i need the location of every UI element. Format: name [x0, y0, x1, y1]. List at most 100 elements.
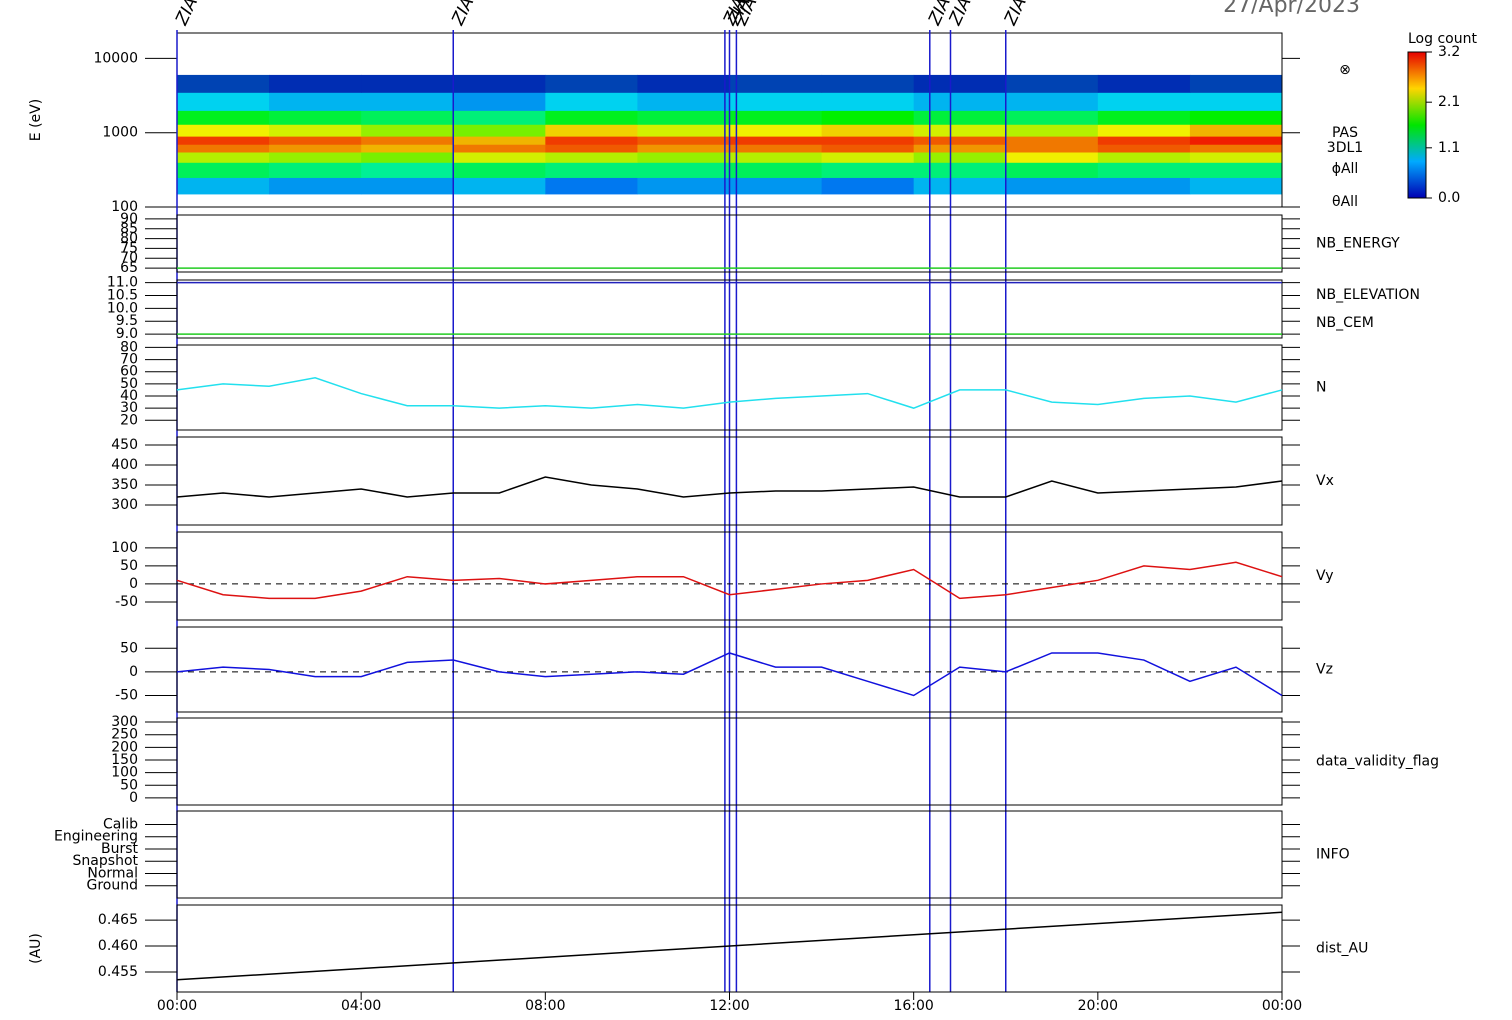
y-tick-label: 300 [111, 714, 138, 730]
panel-frame [176, 344, 1283, 431]
colorbar [1407, 51, 1427, 199]
x-tick-label: 20:00 [1078, 998, 1118, 1014]
heatmap-cell [269, 110, 362, 125]
colorbar-tick-label: 3.2 [1438, 44, 1460, 60]
heatmap-cell [913, 177, 1007, 195]
heatmap-cell [1189, 92, 1283, 111]
y-tick-label: -50 [115, 687, 138, 703]
y-tick-label: 70 [120, 352, 138, 368]
heatmap-cell [637, 136, 730, 145]
heatmap-cell [453, 74, 546, 93]
heatmap-cell [361, 136, 454, 145]
heatmap-cell [821, 124, 915, 137]
heatmap-cell [637, 152, 730, 163]
heatmap-cell [1005, 110, 1099, 125]
y-tick-label: 50 [120, 640, 138, 656]
series-label: NB_ENERGY [1316, 236, 1400, 252]
heatmap-cell [729, 162, 823, 178]
y-tick-label: 0 [129, 664, 138, 680]
heatmap-cell [1097, 152, 1191, 163]
heatmap-cell [361, 110, 454, 125]
y-tick-label: 0.460 [98, 938, 138, 954]
annotation: ϕAll [1332, 161, 1359, 177]
heatmap-cell [177, 136, 270, 145]
heatmap-cell [545, 110, 638, 125]
heatmap-cell [637, 110, 730, 125]
y-tick-label: 100 [111, 540, 138, 556]
y-tick-label: Calib [103, 816, 138, 832]
y-tick-label: 100 [111, 199, 138, 215]
y-tick-label: 75 [120, 240, 138, 256]
heatmap-cell [269, 92, 362, 111]
panel-label: INFO [1316, 847, 1350, 863]
y-tick-label: 10000 [93, 50, 138, 66]
heatmap-cell [269, 136, 362, 145]
heatmap-cell [1005, 92, 1099, 111]
heatmap-cell [821, 177, 915, 195]
heatmap-cell [453, 152, 546, 163]
heatmap-cell [545, 124, 638, 137]
y-tick-label: Burst [101, 841, 139, 857]
heatmap-cell [729, 110, 823, 125]
y-tick-label: 0.455 [98, 964, 138, 980]
heatmap-cell [177, 152, 270, 163]
heatmap-cell [913, 110, 1007, 125]
y-tick-label: 0 [129, 576, 138, 592]
heatmap-cell [361, 92, 454, 111]
heatmap-cell [729, 152, 823, 163]
y-tick-label: 70 [120, 250, 138, 266]
heatmap-cell [545, 177, 638, 195]
y-tick-label: 300 [111, 497, 138, 513]
heatmap-cell [361, 162, 454, 178]
heatmap-cell [637, 92, 730, 111]
heatmap-cell [1189, 124, 1283, 137]
y-tick-label: 50 [120, 376, 138, 392]
heatmap-cell [1189, 110, 1283, 125]
heatmap-cell [1097, 124, 1191, 137]
heatmap-cell [269, 177, 362, 195]
heatmap-cell [1097, 177, 1191, 195]
heatmap-cell [821, 74, 915, 93]
heatmap-cell [821, 162, 915, 178]
panel-label: data_validity_flag [1316, 754, 1439, 770]
heatmap-cell [269, 162, 362, 178]
heatmap-cell [453, 110, 546, 125]
heatmap-cell [545, 92, 638, 111]
heatmap-cell [821, 92, 915, 111]
panel-frame [176, 626, 1283, 713]
y-tick-label: 10.5 [107, 287, 138, 303]
heatmap-cell [453, 124, 546, 137]
y-tick-label: 450 [111, 437, 138, 453]
heatmap-cell [729, 124, 823, 137]
y-tick-label: Engineering [54, 829, 138, 845]
heatmap-cell [269, 152, 362, 163]
series-line [176, 561, 1283, 600]
heatmap-cell [637, 144, 730, 153]
y-tick-label: 350 [111, 477, 138, 493]
heatmap-cell [729, 92, 823, 111]
colorbar-title: Log count [1408, 31, 1477, 47]
y-tick-label: 10.0 [107, 300, 138, 316]
heatmap-cell [1005, 152, 1099, 163]
heatmap-cell [913, 74, 1007, 93]
heatmap-cell [729, 177, 823, 195]
annotation: θAll [1332, 194, 1358, 210]
colorbar-tick-label: 2.1 [1438, 94, 1460, 110]
heatmap-cell [1189, 74, 1283, 93]
date-title: 27/Apr/2023 [1223, 0, 1360, 18]
heatmap-cell [1189, 177, 1283, 195]
heatmap-cell [1189, 152, 1283, 163]
x-tick-label: 00:00 [1262, 998, 1302, 1014]
heatmap-cell [453, 136, 546, 145]
heatmap-cell [269, 124, 362, 137]
y-tick-label: 0.465 [98, 912, 138, 928]
heatmap-cell [453, 144, 546, 153]
heatmap-cell [637, 177, 730, 195]
event-label: ZIAS [448, 0, 483, 29]
heatmap-cell [1097, 92, 1191, 111]
heatmap-cell [913, 136, 1007, 145]
heatmap-cell [729, 136, 823, 145]
panel-frame [176, 717, 1283, 806]
x-tick-label: 04:00 [341, 998, 381, 1014]
y-tick-label: 50 [120, 558, 138, 574]
